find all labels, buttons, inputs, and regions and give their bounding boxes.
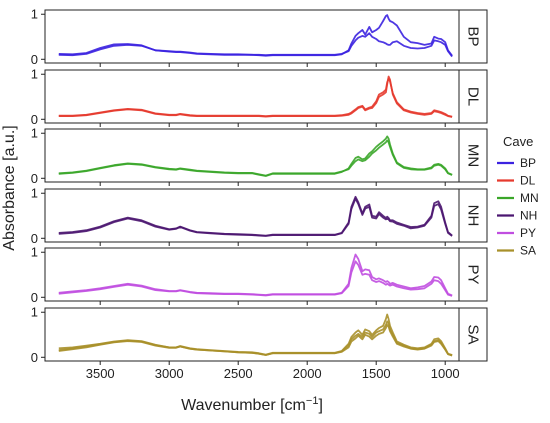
facet-strip-label: NH bbox=[465, 205, 482, 227]
facet-strip bbox=[458, 9, 488, 64]
y-tick-label: 1 bbox=[31, 305, 38, 320]
facet-strip-label: SA bbox=[465, 324, 482, 344]
series-line-py-1 bbox=[58, 253, 453, 297]
panel-mn: MN 0 1 bbox=[31, 126, 488, 186]
x-tick-label: 2500 bbox=[224, 366, 253, 381]
y-tick-label: 0 bbox=[31, 171, 38, 186]
legend-label-mn: MN bbox=[520, 191, 539, 205]
series-line-mn-2 bbox=[58, 139, 453, 177]
legend-label-py: PY bbox=[520, 226, 536, 240]
facet-strip bbox=[458, 69, 488, 124]
panel-dl: DL 0 1 bbox=[31, 67, 488, 127]
facet-strip-label: DL bbox=[465, 87, 482, 106]
facet-strip-label: MN bbox=[465, 144, 482, 167]
facet-strip bbox=[458, 247, 488, 302]
panel-sa: SA 0 1 bbox=[31, 305, 488, 365]
x-tick-label: 2000 bbox=[293, 366, 322, 381]
legend-label-nh: NH bbox=[520, 209, 537, 223]
series-line-dl-1 bbox=[58, 75, 453, 118]
legend-label-sa: SA bbox=[520, 244, 536, 258]
series-line-sa-3 bbox=[58, 324, 453, 357]
x-tick-label: 3000 bbox=[155, 366, 184, 381]
facet-strip bbox=[458, 307, 488, 362]
facet-strip-label: PY bbox=[465, 264, 482, 284]
series-line-py-2 bbox=[58, 260, 453, 297]
series-line-bp-2 bbox=[58, 32, 453, 58]
y-tick-label: 0 bbox=[31, 350, 38, 365]
y-tick-label: 1 bbox=[31, 186, 38, 201]
y-axis-label: Absorbance [a.u.] bbox=[1, 125, 18, 250]
y-tick-label: 1 bbox=[31, 67, 38, 82]
x-tick-label: 1500 bbox=[362, 366, 391, 381]
panel-bp: BP 0 1 bbox=[31, 7, 488, 67]
y-tick-label: 0 bbox=[31, 52, 38, 67]
series-line-nh-1 bbox=[58, 195, 453, 237]
series-line-dl-2 bbox=[58, 77, 453, 118]
y-tick-label: 0 bbox=[31, 112, 38, 127]
x-tick-label: 1000 bbox=[431, 366, 460, 381]
y-tick-label: 1 bbox=[31, 126, 38, 141]
series-line-bp-1 bbox=[58, 14, 453, 57]
y-tick-label: 0 bbox=[31, 290, 38, 305]
x-axis-label: Wavenumber [cm−1] bbox=[181, 395, 323, 414]
facet-strip bbox=[458, 128, 488, 183]
legend-title: Cave bbox=[503, 134, 533, 149]
y-tick-label: 1 bbox=[31, 7, 38, 22]
legend-label-bp: BP bbox=[520, 156, 536, 170]
series-line-nh-2 bbox=[58, 197, 453, 237]
facet-strip-label: BP bbox=[465, 26, 482, 46]
panel-frame bbox=[44, 247, 460, 302]
panel-py: PY 0 1 bbox=[31, 245, 488, 305]
y-tick-label: 0 bbox=[31, 231, 38, 246]
y-tick-label: 1 bbox=[31, 245, 38, 260]
facet-strip bbox=[458, 188, 488, 243]
legend: Cave BP DL MN NH PY SA bbox=[497, 134, 539, 258]
x-tick-label: 3500 bbox=[86, 366, 115, 381]
legend-label-dl: DL bbox=[520, 174, 536, 188]
panel-nh: NH 0 1 bbox=[31, 186, 488, 246]
